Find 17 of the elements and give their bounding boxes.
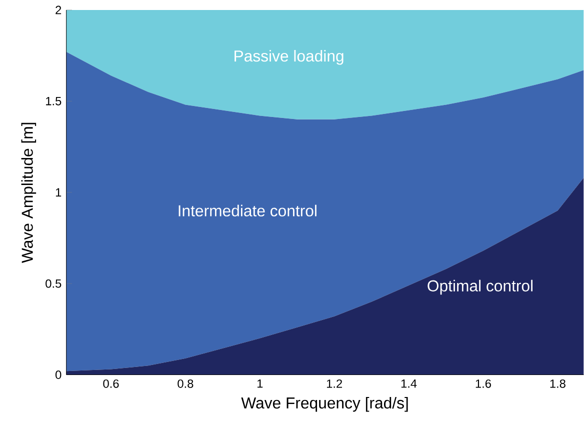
y-tick-label: 1 <box>56 188 62 197</box>
y-axis-title: Wave Amplitude [m] <box>21 122 36 264</box>
x-tick-label: 1.4 <box>401 380 417 388</box>
x-tick-label: 0.6 <box>103 380 119 388</box>
y-tick-label: 1.5 <box>46 97 62 106</box>
x-tick-label: 1 <box>258 380 263 388</box>
x-tick-label: 1.2 <box>326 380 342 388</box>
y-tick-label: 0.5 <box>46 279 62 288</box>
x-axis-title: Wave Frequency [rad/s] <box>241 397 408 412</box>
y-tick-label: 2 <box>56 6 62 14</box>
x-tick-label: 0.8 <box>178 380 194 388</box>
y-tick-label: 0 <box>56 370 62 380</box>
x-tick-label: 1.6 <box>476 380 491 388</box>
series-label: Optimal control <box>428 280 533 295</box>
series-label: Passive loading <box>234 50 344 65</box>
x-tick-label: 1.8 <box>550 380 566 388</box>
series-label: Intermediate control <box>178 204 316 216</box>
